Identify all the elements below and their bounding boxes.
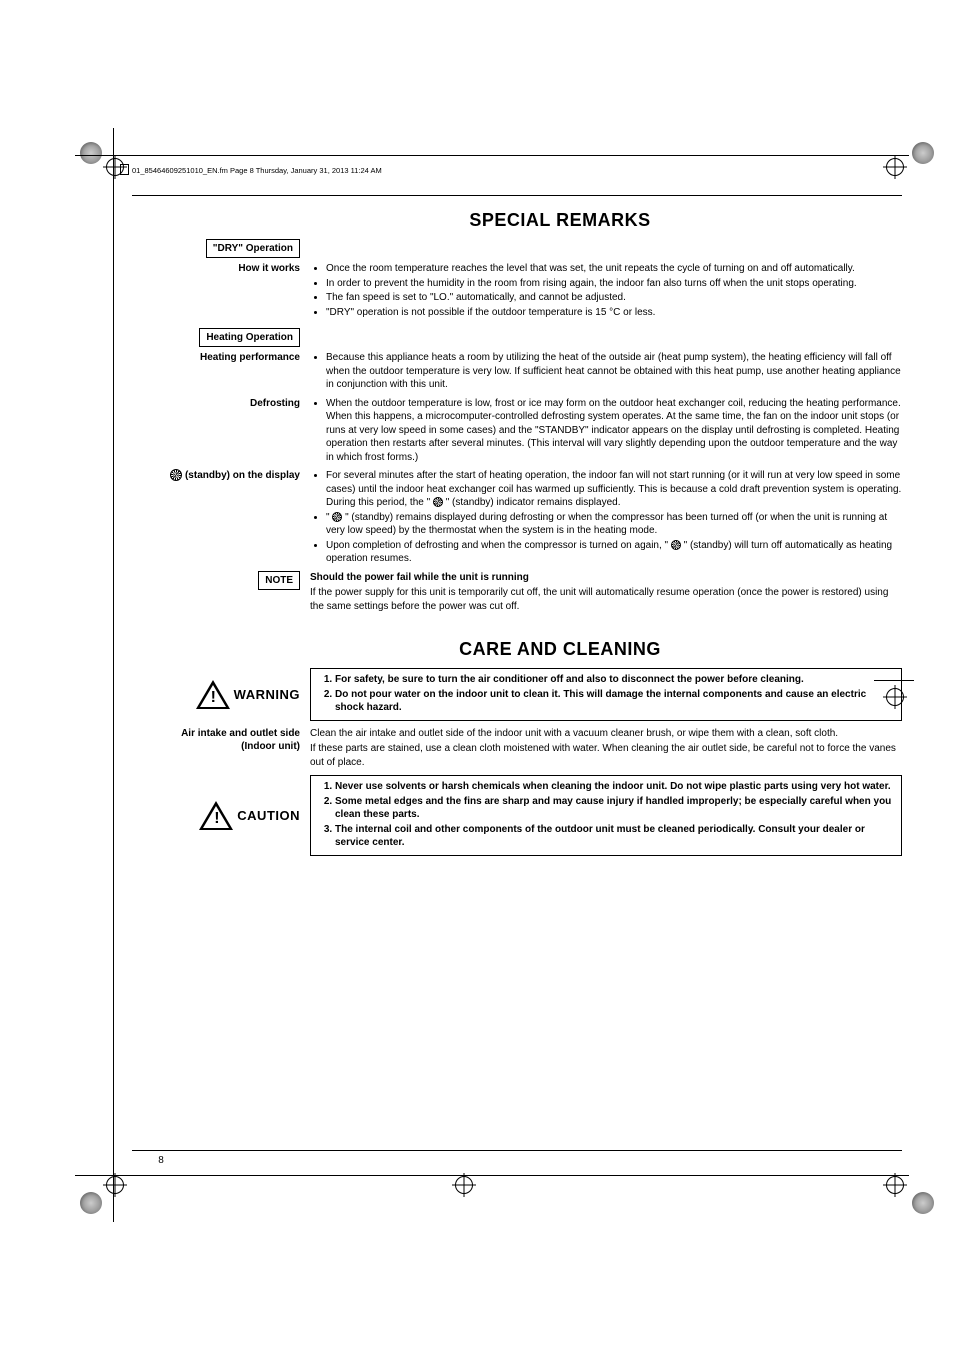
standby-icon xyxy=(170,469,182,481)
warning-label: WARNING xyxy=(234,687,300,702)
top-rule xyxy=(75,155,909,156)
air-intake-content: Clean the air intake and outlet side of … xyxy=(310,727,902,772)
defrosting-label: Defrosting xyxy=(250,398,300,409)
caution-item: Never use solvents or harsh chemicals wh… xyxy=(335,780,895,794)
registration-mark-br xyxy=(886,1176,904,1194)
crop-corner-tr xyxy=(912,142,934,164)
how-it-works-item: "DRY" operation is not possible if the o… xyxy=(326,306,902,320)
section-title-special-remarks: SPECIAL REMARKS xyxy=(218,210,902,231)
warning-icon: ! WARNING xyxy=(196,680,300,709)
note-content: Should the power fail while the unit is … xyxy=(310,571,902,616)
note-body: If the power supply for this unit is tem… xyxy=(310,586,902,613)
crop-corner-bl xyxy=(80,1192,102,1214)
outer-bottom-rule xyxy=(75,1175,909,1176)
caution-box: Never use solvents or harsh chemicals wh… xyxy=(310,775,902,856)
defrosting-item: When the outdoor temperature is low, fro… xyxy=(326,397,902,465)
registration-mark-bl xyxy=(106,1176,124,1194)
intake-body-1: Clean the air intake and outlet side of … xyxy=(310,727,902,741)
caution-label: CAUTION xyxy=(237,808,300,823)
standby-content: For several minutes after the start of h… xyxy=(310,469,902,567)
standby-item: For several minutes after the start of h… xyxy=(326,469,902,510)
standby-item: Upon completion of defrosting and when t… xyxy=(326,539,902,566)
warning-box: For safety, be sure to turn the air cond… xyxy=(310,668,902,721)
section-title-care-cleaning: CARE AND CLEANING xyxy=(218,639,902,660)
header-meta: 01_85464609251010_EN.fm Page 8 Thursday,… xyxy=(132,166,382,175)
intake-body-2: If these parts are stained, use a clean … xyxy=(310,742,902,769)
how-it-works-item: The fan speed is set to "LO." automatica… xyxy=(326,291,902,305)
page-number: 8 xyxy=(132,1150,190,1166)
bottom-rule xyxy=(190,1150,902,1151)
registration-mark-tr xyxy=(886,158,904,176)
how-it-works-item: Once the room temperature reaches the le… xyxy=(326,262,902,276)
crop-corner-br xyxy=(912,1192,934,1214)
standby-item: " " (standby) remains displayed during d… xyxy=(326,511,902,538)
heating-performance-label: Heating performance xyxy=(200,352,300,363)
note-label: NOTE xyxy=(258,571,300,590)
caution-item: The internal coil and other components o… xyxy=(335,823,895,850)
air-intake-label-1: Air intake and outlet side xyxy=(181,728,300,739)
how-it-works-content: Once the room temperature reaches the le… xyxy=(310,262,902,320)
standby-display-label: (standby) on the display xyxy=(170,470,300,481)
caution-icon: ! CAUTION xyxy=(199,801,300,830)
air-intake-label-2: (Indoor unit) xyxy=(241,741,300,752)
registration-mark-bottom xyxy=(455,1176,473,1194)
book-icon xyxy=(120,164,129,175)
how-it-works-item: In order to prevent the humidity in the … xyxy=(326,277,902,291)
warning-item: Do not pour water on the indoor unit to … xyxy=(335,688,895,715)
standby-icon xyxy=(332,512,342,522)
how-it-works-label: How it works xyxy=(238,263,300,274)
heating-performance-content: Because this appliance heats a room by u… xyxy=(310,351,902,393)
heating-operation-label: Heating Operation xyxy=(199,328,300,347)
warning-item: For safety, be sure to turn the air cond… xyxy=(335,673,895,687)
standby-icon xyxy=(671,540,681,550)
left-rule xyxy=(113,128,114,1222)
note-heading: Should the power fail while the unit is … xyxy=(310,571,902,585)
defrosting-content: When the outdoor temperature is low, fro… xyxy=(310,397,902,466)
crop-corner-tl xyxy=(80,142,102,164)
standby-icon xyxy=(433,497,443,507)
heating-perf-item: Because this appliance heats a room by u… xyxy=(326,351,902,392)
page-content: SPECIAL REMARKS "DRY" Operation How it w… xyxy=(132,195,902,858)
dry-operation-label: "DRY" Operation xyxy=(206,239,300,258)
caution-item: Some metal edges and the fins are sharp … xyxy=(335,795,895,822)
